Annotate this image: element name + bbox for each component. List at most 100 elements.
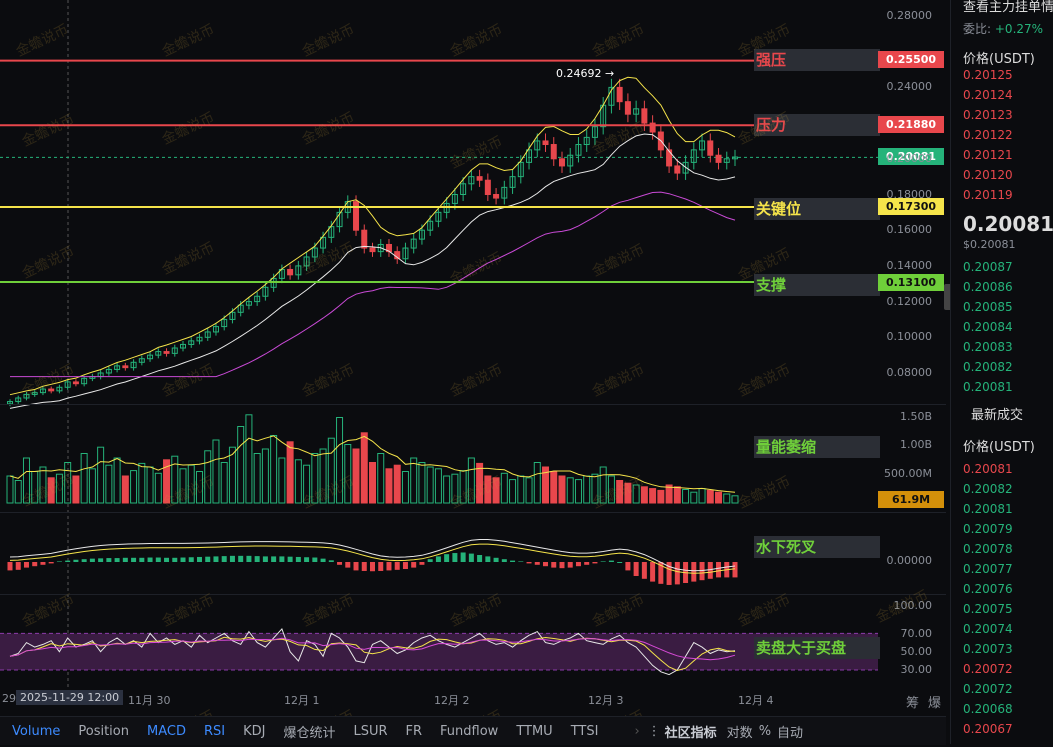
bid-price[interactable]: 0.20087	[963, 260, 1013, 274]
candle-body	[122, 365, 129, 369]
candle-body	[690, 149, 697, 163]
indicator-volume[interactable]: Volume	[12, 723, 61, 739]
bid-price[interactable]: 0.20082	[963, 360, 1013, 374]
indicator-fundflow[interactable]: Fundflow	[440, 723, 499, 739]
indicator-ttsi[interactable]: TTSI	[570, 723, 599, 739]
ask-price[interactable]: 0.20125	[963, 68, 1013, 82]
macd-bar	[592, 562, 598, 564]
ask-price[interactable]: 0.20122	[963, 128, 1013, 142]
orderbook-title[interactable]: 查看主力挂单情	[963, 0, 1053, 15]
trade-price: 0.20078	[963, 542, 1013, 556]
rsi-tick: 30.00	[900, 663, 933, 676]
indicator-lsur[interactable]: LSUR	[353, 723, 388, 739]
price-tick: 0.16000	[886, 223, 933, 237]
more-arrow-icon[interactable]: ›	[634, 723, 640, 739]
volume-bar	[204, 450, 212, 504]
macd-bar	[633, 562, 639, 576]
macd-bar	[147, 557, 153, 562]
volume-bar	[344, 444, 352, 504]
volume-bar	[286, 441, 294, 504]
candle-body	[435, 211, 442, 222]
x-tick: 11月 30	[128, 694, 171, 707]
macd-bar	[7, 562, 13, 571]
volume-bar	[492, 477, 500, 504]
macd-bar	[625, 562, 631, 571]
ask-price[interactable]: 0.20121	[963, 148, 1013, 162]
chart-area[interactable]: 0.24692 →	[0, 0, 946, 716]
volume-bar	[706, 489, 714, 504]
indicator-kdj[interactable]: KDJ	[243, 723, 266, 739]
macd-bar	[468, 553, 474, 562]
volume-bar	[187, 464, 195, 504]
bid-price[interactable]: 0.20086	[963, 280, 1013, 294]
candle-body	[163, 351, 170, 354]
candle-body	[353, 201, 360, 231]
indicator-macd[interactable]: MACD	[146, 723, 186, 739]
community-indicators-button[interactable]: 社区指标	[664, 725, 717, 741]
auto-scale-button[interactable]: 自动	[777, 725, 804, 741]
macd-bar	[460, 552, 466, 562]
macd-bar	[106, 558, 112, 562]
ask-price[interactable]: 0.20119	[963, 188, 1013, 202]
level-label-strong-resistance: 强压	[754, 49, 880, 71]
ask-price[interactable]: 0.20123	[963, 108, 1013, 122]
chip-icon[interactable]: 筹	[906, 696, 920, 711]
latest-trades-title[interactable]: 最新成交	[971, 408, 1024, 423]
log-scale-button[interactable]: 对数	[726, 725, 753, 741]
volume-bar	[657, 489, 665, 504]
volume-bar	[723, 493, 731, 504]
candle-body	[303, 256, 310, 267]
volume-bar	[558, 475, 566, 504]
volume-bar	[459, 470, 467, 504]
trade-price: 0.20074	[963, 622, 1013, 636]
candle-body	[237, 304, 244, 313]
percent-scale-button[interactable]: %	[758, 723, 772, 739]
bid-price[interactable]: 0.20083	[963, 340, 1013, 354]
volume-bar	[484, 475, 492, 504]
indicator-liquidation[interactable]: 爆仓统计	[283, 725, 336, 741]
liquidation-icon[interactable]: 爆	[928, 696, 942, 711]
axis-scroll-handle[interactable]	[944, 284, 952, 310]
volume-bar	[212, 439, 220, 504]
volume-bar	[163, 459, 171, 504]
macd-bar	[48, 562, 54, 564]
macd-bar	[114, 558, 120, 562]
volume-bar	[525, 477, 533, 504]
x-tick: 12月 3	[588, 694, 624, 707]
volume-bar	[278, 457, 286, 504]
indicator-ttmu[interactable]: TTMU	[516, 723, 553, 739]
pane-divider	[0, 594, 946, 595]
candle-body	[534, 140, 541, 151]
macd-bar	[139, 557, 145, 562]
ask-price[interactable]: 0.20120	[963, 168, 1013, 182]
macd-bar	[56, 561, 62, 562]
macd-bar	[707, 562, 713, 579]
candle-body	[105, 368, 112, 374]
candle-body	[64, 381, 71, 388]
volume-bar	[640, 486, 648, 504]
bid-price[interactable]: 0.20081	[963, 380, 1013, 394]
indicator-position[interactable]: Position	[78, 723, 129, 739]
rsi-long-line	[9, 637, 736, 661]
volume-bar	[649, 488, 657, 504]
candle-body	[56, 386, 63, 392]
chart-canvas[interactable]: 0.24692 →	[0, 0, 946, 716]
candle-body	[476, 176, 483, 181]
macd-bar	[353, 562, 359, 571]
candle-body	[369, 247, 376, 253]
volume-bar	[179, 468, 187, 504]
macd-bar	[320, 558, 326, 562]
macd-bar	[155, 557, 161, 562]
crosshair-time-label: 2025-11-29 12:00	[16, 690, 124, 705]
indicator-fr[interactable]: FR	[405, 723, 423, 739]
ma-short-line	[9, 76, 736, 396]
bid-price[interactable]: 0.20084	[963, 320, 1013, 334]
volume-bar	[665, 484, 673, 504]
ask-price[interactable]: 0.20124	[963, 88, 1013, 102]
indicator-rsi[interactable]: RSI	[203, 723, 226, 739]
macd-bar	[337, 562, 343, 565]
bid-price[interactable]: 0.20085	[963, 300, 1013, 314]
candle-body	[245, 301, 252, 306]
volume-bar	[566, 477, 574, 504]
candle-body	[81, 377, 88, 385]
